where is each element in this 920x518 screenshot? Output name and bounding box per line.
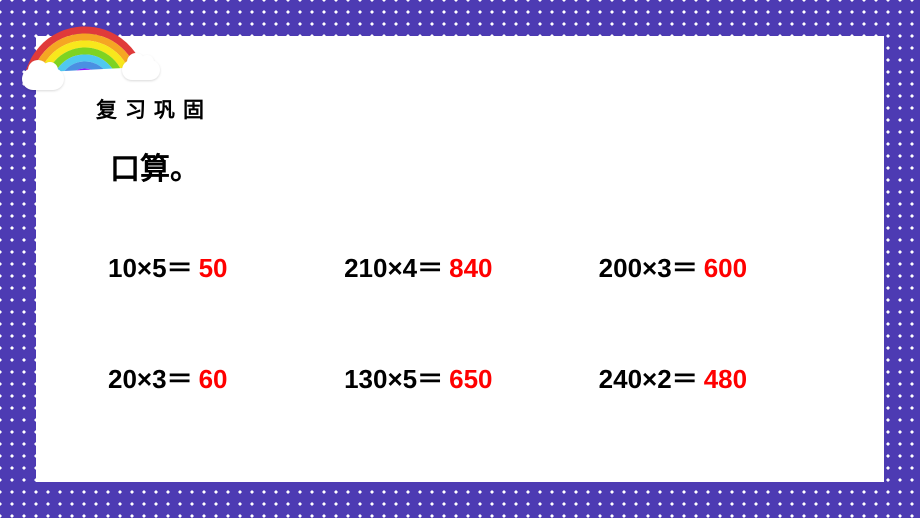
expression: 200×3＝ <box>599 248 698 285</box>
answer: 480 <box>704 364 747 395</box>
expression: 10×5＝ <box>108 248 193 285</box>
expression: 210×4＝ <box>344 248 443 285</box>
problem-item: 210×4＝ 840 <box>344 248 599 285</box>
cloud-icon <box>22 68 64 90</box>
rainbow-icon <box>14 10 154 80</box>
page-title: 口算。 <box>110 144 200 188</box>
answer: 840 <box>449 253 492 284</box>
problem-item: 10×5＝ 50 <box>108 248 344 285</box>
problem-item: 20×3＝ 60 <box>108 359 344 396</box>
problem-item: 200×3＝ 600 <box>599 248 844 285</box>
problems-grid: 10×5＝ 50 210×4＝ 840 200×3＝ 600 20×3＝ 60 … <box>108 248 844 470</box>
content-panel: 复习巩固 口算。 10×5＝ 50 210×4＝ 840 200×3＝ 600 … <box>36 36 884 482</box>
cloud-icon <box>122 60 160 80</box>
problem-item: 240×2＝ 480 <box>599 359 844 396</box>
section-label: 复习巩固 <box>96 94 212 124</box>
problem-row: 20×3＝ 60 130×5＝ 650 240×2＝ 480 <box>108 359 844 396</box>
expression: 130×5＝ <box>344 359 443 396</box>
problem-row: 10×5＝ 50 210×4＝ 840 200×3＝ 600 <box>108 248 844 285</box>
answer: 650 <box>449 364 492 395</box>
answer: 60 <box>199 364 228 395</box>
problem-item: 130×5＝ 650 <box>344 359 599 396</box>
expression: 240×2＝ <box>599 359 698 396</box>
answer: 50 <box>199 253 228 284</box>
expression: 20×3＝ <box>108 359 193 396</box>
answer: 600 <box>704 253 747 284</box>
